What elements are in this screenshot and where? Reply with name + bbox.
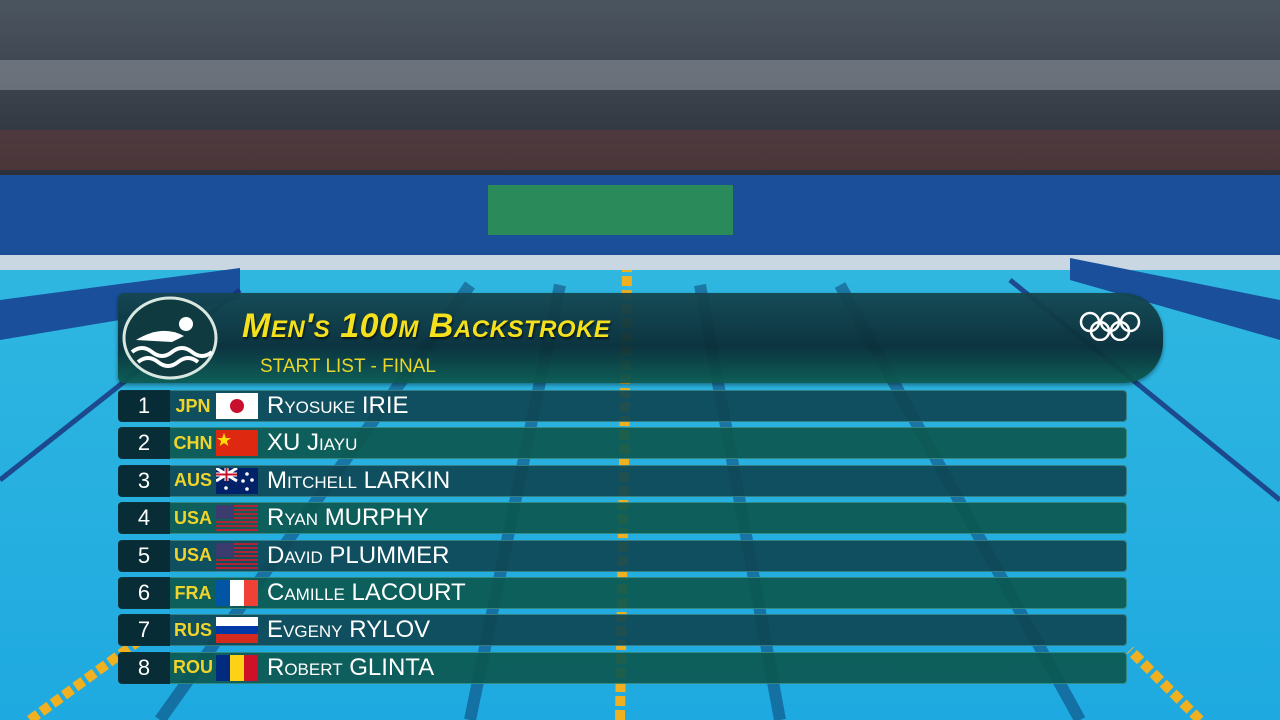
country-code: AUS	[173, 470, 212, 491]
athlete-name: David PLUMMER	[267, 541, 450, 569]
country-flag	[216, 580, 258, 606]
athlete-row: 7 RUS Evgeny RYLOV	[118, 614, 1127, 647]
flag-part	[216, 467, 237, 481]
flag-part	[241, 478, 245, 483]
country-flag	[216, 542, 258, 569]
flag-part	[217, 433, 231, 447]
olympic-rings	[1079, 311, 1141, 341]
flag-part	[216, 521, 258, 524]
country-flag	[216, 617, 258, 644]
lane-number: 4	[118, 502, 170, 535]
athlete-row: 4 USA Ryan MURPHY	[118, 502, 1127, 535]
flag-part	[216, 562, 258, 565]
flag-part	[216, 634, 258, 644]
lane-number: 2	[118, 427, 170, 460]
athlete-row: 8 ROU Robert GLINTA	[118, 651, 1127, 684]
flag-part	[216, 509, 258, 512]
flag-part	[216, 542, 258, 545]
flag-part	[216, 558, 258, 561]
country-flag	[216, 393, 258, 419]
country-code: RUS	[173, 619, 212, 640]
flag-part	[216, 580, 230, 606]
country-flag	[216, 505, 258, 532]
athlete-row: 3 AUS Mitchell LARKIN	[118, 464, 1127, 497]
flag-part	[244, 654, 258, 681]
flag-part	[216, 654, 230, 681]
flag-part	[216, 554, 258, 557]
flag-part	[216, 505, 234, 520]
lane-number: 7	[118, 614, 170, 647]
flag-part	[250, 477, 254, 482]
lane-number: 5	[118, 539, 170, 572]
lane-number: 8	[118, 651, 170, 684]
country-flag	[216, 654, 258, 681]
athlete-row: 5 USA David PLUMMER	[118, 539, 1127, 572]
flag-part	[224, 485, 228, 490]
flag-part	[216, 529, 258, 532]
country-code: CHN	[173, 432, 213, 453]
athlete-name: Evgeny RYLOV	[267, 616, 431, 644]
athlete-name: Robert GLINTA	[267, 653, 435, 681]
flag-part	[245, 486, 249, 491]
country-code: ROU	[173, 657, 213, 678]
flag-part	[216, 626, 258, 635]
country-flag	[216, 467, 258, 494]
country-flag	[216, 430, 258, 457]
flag-part	[245, 471, 249, 476]
country-code: USA	[173, 507, 212, 528]
athlete-name: Mitchell LARKIN	[267, 466, 451, 494]
flag-part	[230, 580, 244, 606]
athlete-row: 2 CHN XU Jiayu	[118, 427, 1127, 460]
athlete-row: 1 JPN Ryosuke IRIE	[118, 390, 1127, 422]
athlete-name: Ryan MURPHY	[267, 504, 429, 532]
title-panel: Men's 100m Backstroke START LIST - FINAL	[118, 293, 1163, 383]
lane-number: 1	[118, 390, 170, 422]
flag-part	[216, 542, 234, 557]
flag-part	[216, 546, 258, 549]
athlete-name: XU Jiayu	[267, 429, 358, 457]
flag-part	[216, 517, 258, 520]
athlete-name: Camille LACOURT	[267, 579, 466, 606]
flag-part	[216, 505, 258, 508]
country-code: JPN	[175, 395, 211, 416]
flag-part	[216, 617, 258, 627]
swimming-icon	[122, 296, 218, 380]
lane-number: 6	[118, 577, 170, 609]
athlete-row: 6 FRA Camille LACOURT	[118, 577, 1127, 609]
flag-part	[216, 513, 258, 516]
flag-part	[216, 566, 258, 569]
flag-part	[216, 550, 258, 553]
flag-part	[216, 525, 258, 528]
country-code: FRA	[174, 582, 212, 603]
lane-number: 3	[118, 464, 170, 497]
event-subtitle: START LIST - FINAL	[260, 356, 436, 377]
athlete-name: Ryosuke IRIE	[267, 392, 409, 419]
event-title: Men's 100m Backstroke	[242, 307, 611, 345]
flag-part	[230, 654, 244, 681]
flag-part	[244, 580, 258, 606]
flag-part	[230, 399, 244, 413]
country-code: USA	[173, 545, 212, 566]
